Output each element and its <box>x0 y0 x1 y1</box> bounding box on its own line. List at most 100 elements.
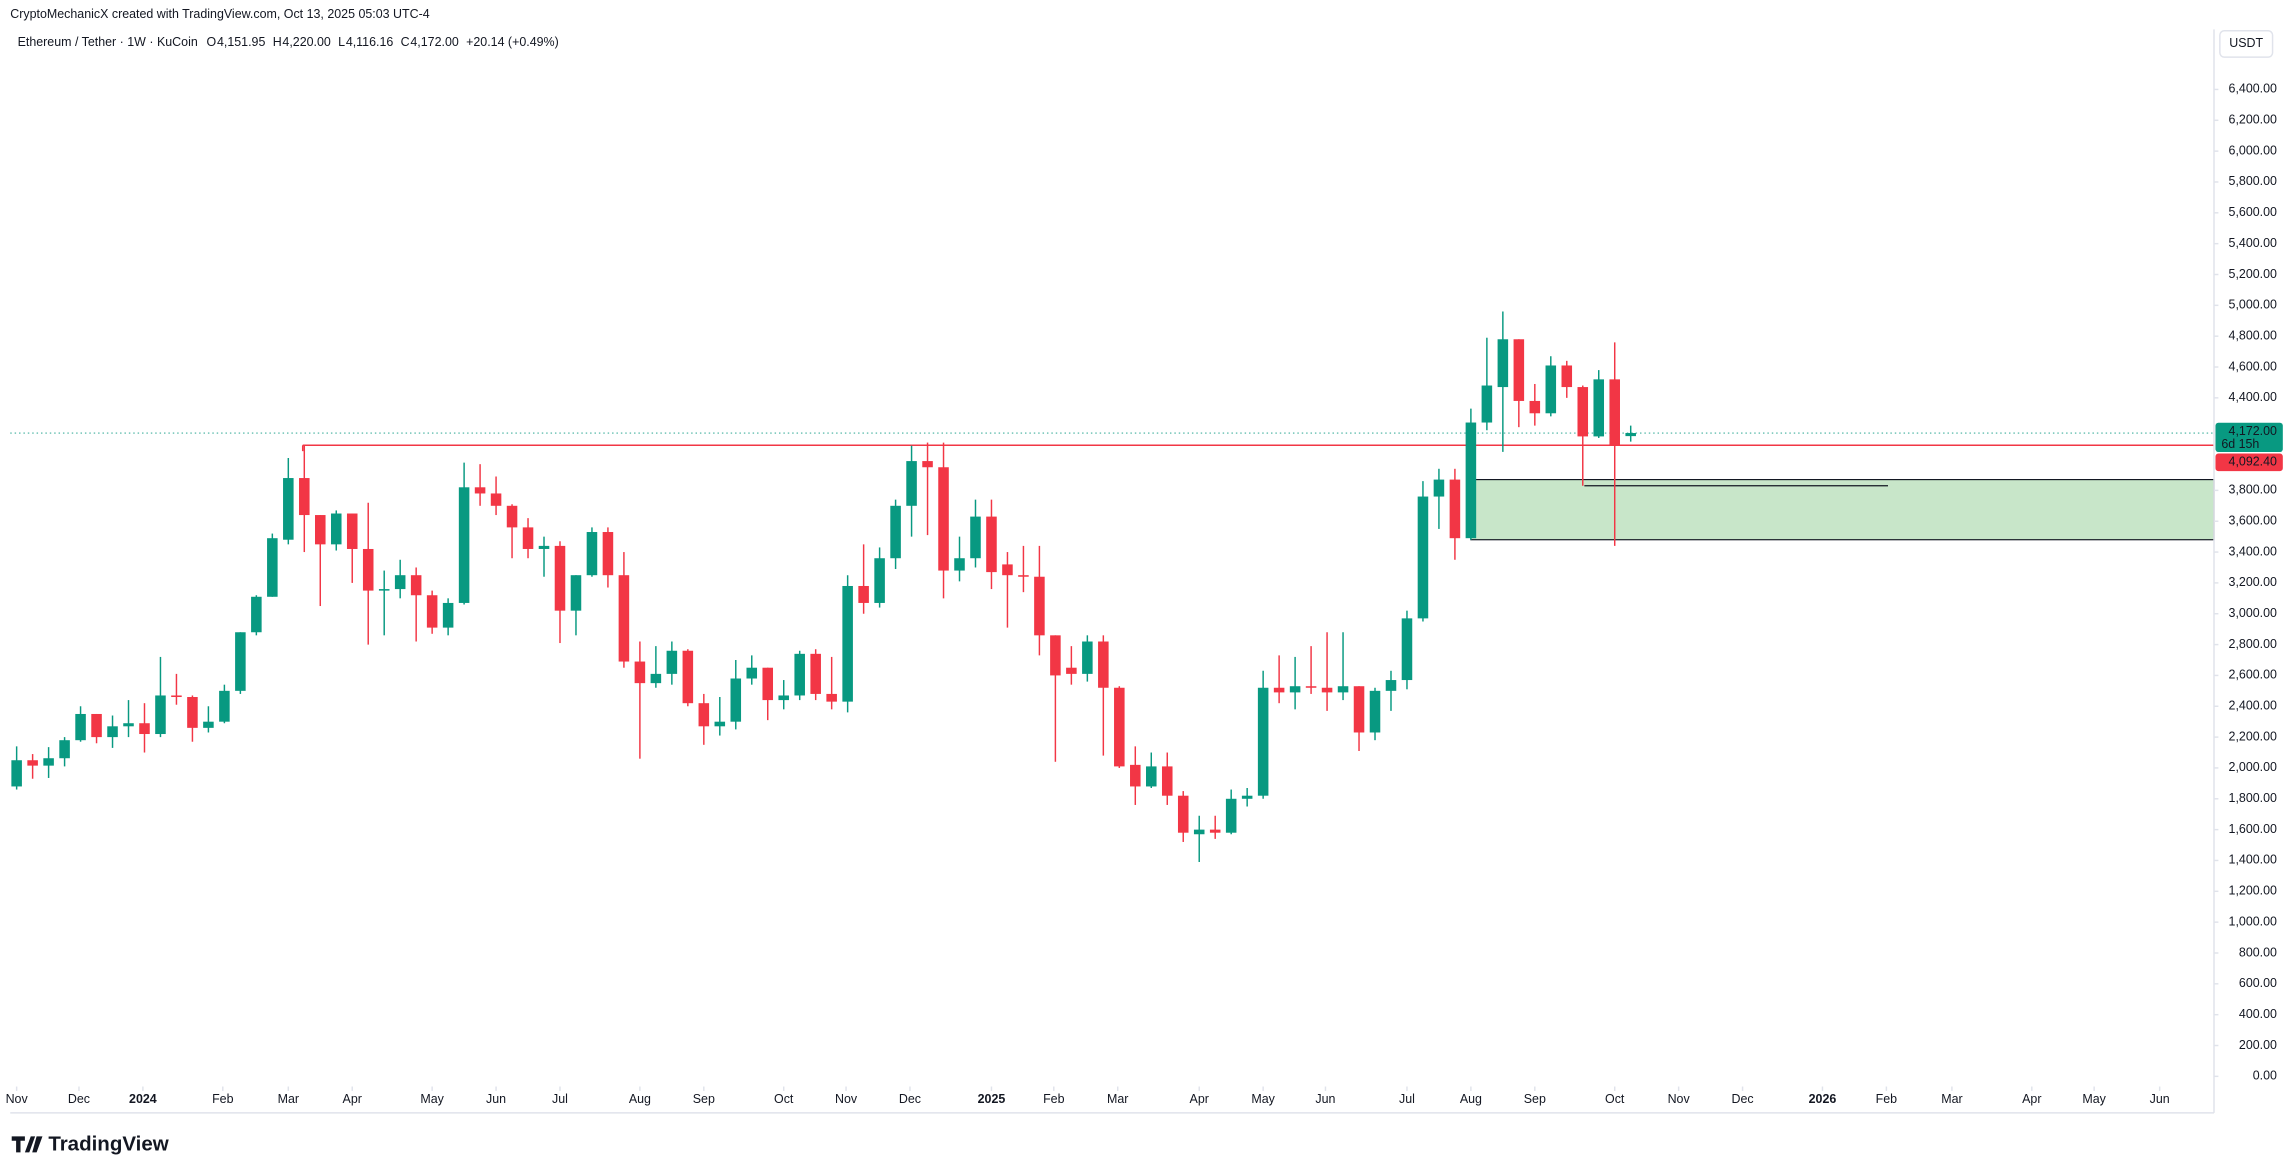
y-tick-label: 1,200.00 <box>2229 884 2277 898</box>
candle-body <box>618 575 630 662</box>
candle-body <box>682 650 694 704</box>
candle-body <box>634 661 646 684</box>
x-tick-label: Dec <box>899 1092 921 1106</box>
y-tick-label: 2,400.00 <box>2229 699 2277 713</box>
candle-body <box>1034 576 1045 636</box>
candle-body <box>1449 479 1461 539</box>
candle-body <box>219 690 230 722</box>
candle-body <box>299 478 310 516</box>
x-tick-label: Nov <box>1668 1092 1691 1106</box>
candle-body <box>970 516 981 559</box>
x-tick-label: Aug <box>1460 1092 1482 1106</box>
demand-zone <box>1470 479 2215 541</box>
x-tick-label: May <box>1251 1092 1275 1106</box>
candle-body <box>1082 641 1093 674</box>
candle-body <box>1050 635 1061 676</box>
y-tick-label: 5,800.00 <box>2229 174 2277 188</box>
candle-body <box>203 721 214 728</box>
candle-body <box>1273 687 1285 693</box>
candle-body <box>155 695 166 735</box>
candle-body <box>1225 798 1237 833</box>
candle-body <box>139 723 150 735</box>
y-tick-label: 4,800.00 <box>2229 328 2277 342</box>
candle-body <box>650 673 662 684</box>
candle-body <box>826 693 837 702</box>
currency: USDT <box>2229 36 2263 50</box>
candle-body <box>1321 687 1333 693</box>
change: +20.14 (+0.49%) <box>466 35 559 49</box>
y-tick-label: 3,200.00 <box>2229 575 2277 589</box>
brand-logo: TradingView <box>11 1133 169 1156</box>
y-tick-label: 1,000.00 <box>2229 914 2277 928</box>
candle-body <box>794 653 805 696</box>
y-tick-label: 4,400.00 <box>2229 390 2277 404</box>
x-tick-label: Jun <box>1315 1092 1335 1106</box>
plot <box>11 311 1636 863</box>
candle-body <box>778 695 789 701</box>
candle-body <box>123 723 134 727</box>
candle-body <box>1609 379 1620 446</box>
candle-body <box>714 721 726 727</box>
ohlc-value: 4,220.00 <box>282 35 330 49</box>
candle-body <box>171 695 182 698</box>
candle-body <box>1529 400 1541 414</box>
x-tick-label: Jun <box>2150 1092 2170 1106</box>
candle-body <box>890 505 901 559</box>
x-tick-label: Jul <box>552 1092 568 1106</box>
candle-body <box>1241 795 1253 799</box>
candle-body <box>1337 686 1349 693</box>
y-tick-label: 800.00 <box>2239 945 2277 959</box>
candle-body <box>27 760 38 766</box>
candle-body <box>1481 385 1493 423</box>
y-tick-label: 2,200.00 <box>2229 729 2277 743</box>
candle-body <box>1193 829 1205 835</box>
countdown: 6d 15h <box>2221 437 2259 451</box>
x-tick-label: 2025 <box>978 1092 1006 1106</box>
ohlc-name: C <box>401 35 410 49</box>
candle-body <box>1593 379 1605 437</box>
candle-body <box>315 515 326 545</box>
candle-body <box>1146 766 1157 787</box>
level-label: 4,092.40 <box>2229 455 2277 469</box>
candle-body <box>1305 686 1317 688</box>
candle-body <box>394 575 406 590</box>
candle-body <box>1577 387 1589 437</box>
candle-body <box>474 487 486 494</box>
candle-body <box>187 697 198 728</box>
attribution: CryptoMechanicX created with TradingView… <box>10 7 429 21</box>
candle-body <box>1417 496 1429 619</box>
candle-body <box>1002 564 1013 576</box>
x-tick-label: May <box>2082 1092 2106 1106</box>
candle-body <box>426 595 438 628</box>
candle-body <box>1561 365 1573 388</box>
ohlc-value: 4,172.00 <box>410 35 458 49</box>
candle-body <box>538 545 550 549</box>
candle-body <box>75 713 86 741</box>
level-tag <box>2215 453 2283 472</box>
y-tick-label: 200.00 <box>2239 1038 2277 1052</box>
x-tick-label: Dec <box>68 1092 90 1106</box>
candle-body <box>506 505 518 528</box>
y-tick-label: 600.00 <box>2239 976 2277 990</box>
y-tick-label: 400.00 <box>2239 1007 2277 1021</box>
candle-body <box>842 585 853 702</box>
candle-body <box>1513 339 1525 401</box>
x-tick-label: 2026 <box>1809 1092 1837 1106</box>
candle-body <box>43 758 54 766</box>
x-tick-label: Dec <box>1732 1092 1754 1106</box>
y-tick-label: 5,000.00 <box>2229 298 2277 312</box>
y-tick-label: 1,400.00 <box>2229 853 2277 867</box>
ohlc-name: H <box>273 35 282 49</box>
y-tick-label: 5,200.00 <box>2229 267 2277 281</box>
candle-body <box>1369 690 1381 733</box>
ohlc-name: L <box>338 35 345 49</box>
last-price-tag <box>2215 422 2283 453</box>
x-tick-label: Nov <box>835 1092 858 1106</box>
y-tick-label: 3,000.00 <box>2229 606 2277 620</box>
x-tick-label: Oct <box>1605 1092 1625 1106</box>
candle-body <box>1385 680 1397 691</box>
candle-body <box>906 461 917 506</box>
candle-body <box>730 678 742 722</box>
y-tick-label: 6,400.00 <box>2229 82 2277 96</box>
